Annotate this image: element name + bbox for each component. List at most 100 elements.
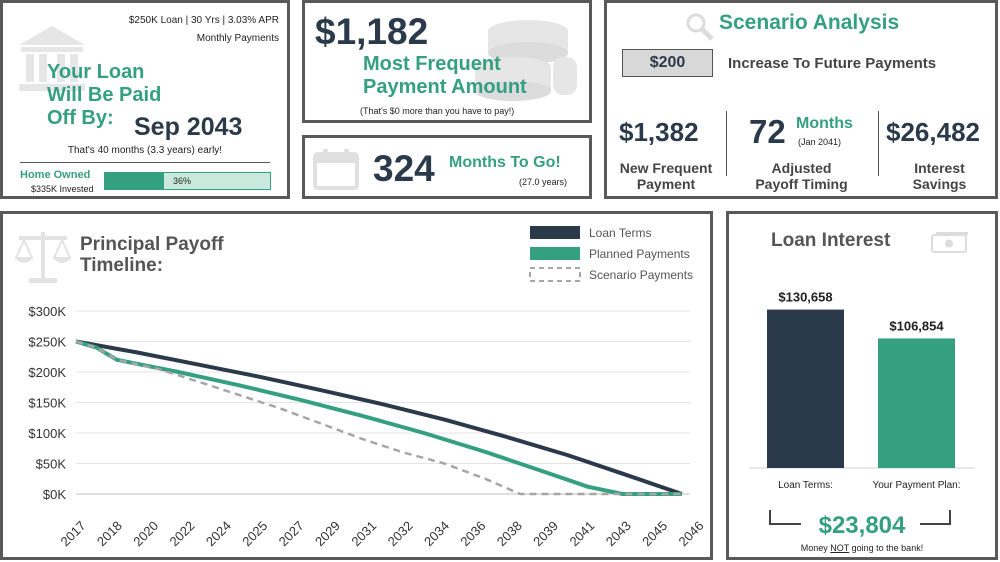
x-tick-label: 2038	[494, 518, 525, 549]
x-tick-label: 2034	[421, 518, 452, 549]
scenario-title: Scenario Analysis	[719, 11, 900, 34]
x-tick-label: 2036	[457, 518, 488, 549]
x-tick-label: 2025	[239, 518, 270, 549]
x-tick-label: 2046	[676, 518, 707, 549]
bar-category-label: Loan Terms:	[778, 480, 833, 491]
cash-icon	[931, 232, 968, 253]
y-tick-label: $100K	[28, 426, 66, 441]
legend-label: Loan Terms	[589, 226, 651, 240]
payment-increase-label: Increase To Future Payments	[728, 55, 937, 72]
bank-icon	[19, 26, 85, 91]
bar-value-label: $106,854	[889, 318, 944, 333]
series-line-scenario-payments	[75, 340, 682, 496]
x-tick-label: 2027	[276, 518, 307, 549]
interest-saved-note-pre: Money	[800, 543, 831, 553]
adjusted-date: (Jan 2041)	[798, 137, 842, 147]
interest-saved-value: $23,804	[818, 512, 906, 539]
series-line-planned-payments	[75, 339, 682, 496]
series-line-loan-terms	[75, 339, 683, 496]
x-tick-label: 2017	[58, 518, 89, 549]
payoff-date: Sep 2043	[134, 113, 243, 141]
magnifier-icon	[686, 13, 714, 41]
calendar-icon	[313, 149, 359, 190]
frequent-payment-note: (That's $0 more than you have to pay!)	[360, 106, 515, 116]
interest-savings-label-line1: Interest	[914, 160, 965, 176]
timeline-title-line2: Timeline:	[80, 255, 164, 276]
payoff-label: Your Loan Will Be Paid Off By:	[47, 61, 161, 130]
payoff-label-line1: Your Loan	[47, 61, 145, 83]
home-owned-label: Home Owned	[20, 169, 91, 181]
adjusted-label-line1: Adjusted	[771, 160, 832, 176]
new-payment-label-line2: Payment	[636, 176, 696, 192]
legend-label: Scenario Payments	[589, 268, 693, 282]
interest-saved-note: Money NOT going to the bank!	[729, 543, 995, 553]
interest-savings-label-line2: Savings	[912, 176, 967, 192]
interest-saved-note-post: going to the bank!	[849, 543, 924, 553]
x-tick-label: 2039	[530, 518, 561, 549]
home-owned-progress-fill	[105, 173, 165, 189]
timeline-title: Principal Payoff Timeline:	[80, 234, 224, 276]
scenario-analysis-panel: Scenario Analysis $200 Increase To Futur…	[604, 0, 998, 199]
x-tick-label: 2045	[639, 518, 670, 549]
payment-frequency: Monthly Payments	[196, 33, 279, 44]
y-tick-label: $300K	[28, 304, 66, 319]
payment-increase-input[interactable]: $200	[622, 49, 713, 77]
months-to-go-panel: 324 Months To Go! (27.0 years)	[302, 135, 592, 199]
payoff-line-chart: $0K $50K $100K $150K $200K $250K $300K 2017 2018…	[28, 226, 707, 549]
loan-terms-text: $250K Loan | 30 Yrs | 3.03% APR	[128, 15, 279, 26]
x-tick-label: 2022	[167, 518, 198, 549]
new-payment-value: $1,382	[619, 117, 699, 147]
legend-swatch	[530, 247, 580, 260]
legend-label: Planned Payments	[589, 247, 690, 261]
y-tick-label: $150K	[28, 396, 66, 411]
divider	[726, 111, 727, 176]
loan-interest-bar-chart: $130,658 Loan Terms: $106,854 Your Payment …	[749, 290, 975, 491]
interest-savings-value: $26,482	[886, 117, 980, 147]
x-tick-label: 2029	[312, 518, 343, 549]
adjusted-label-line2: Payoff Timing	[755, 176, 848, 192]
frequent-payment-amount: $1,182	[315, 11, 429, 52]
new-payment-label: New Frequent Payment	[610, 160, 722, 192]
months-to-go-value: 324	[373, 148, 435, 189]
x-tick-label: 2024	[203, 518, 234, 549]
timeline-title-line1: Principal Payoff	[80, 234, 224, 255]
loan-interest-title: Loan Interest	[771, 230, 891, 251]
payoff-summary-panel: $250K Loan | 30 Yrs | 3.03% APR Monthly …	[0, 0, 290, 199]
legend-swatch	[530, 226, 580, 239]
x-tick-label: 2031	[348, 518, 379, 549]
invested-amount: $335K Invested	[31, 184, 94, 194]
y-tick-label: $0K	[43, 487, 66, 502]
frequent-payment-label: Most Frequent Payment Amount	[363, 53, 527, 99]
savings-bracket	[769, 510, 951, 525]
interest-saved-note-emphasis: NOT	[830, 543, 850, 553]
y-tick-label: $200K	[28, 365, 66, 380]
new-payment-label-line1: New Frequent	[619, 160, 713, 176]
adjusted-months-value: 72	[749, 113, 786, 150]
interest-savings-label: Interest Savings	[887, 160, 992, 192]
x-tick-label: 2041	[566, 518, 597, 549]
adjusted-label: Adjusted Payoff Timing	[739, 160, 864, 192]
bar	[878, 338, 955, 468]
bar	[767, 309, 844, 468]
frequent-payment-label-line2: Payment Amount	[363, 76, 527, 98]
payoff-label-line2: Will Be Paid	[47, 84, 162, 106]
bar-value-label: $130,658	[778, 290, 832, 305]
legend-swatch	[529, 267, 581, 282]
home-owned-progress: 36%	[104, 172, 271, 190]
y-tick-label: $50K	[36, 457, 67, 472]
loan-interest-panel: Loan Interest $130,658 Loan Terms: $106,85…	[726, 211, 998, 560]
y-tick-label: $250K	[28, 335, 66, 350]
x-tick-label: 2020	[130, 518, 161, 549]
loan-info: $250K Loan | 30 Yrs | 3.03% APR Monthly …	[129, 12, 279, 48]
divider	[878, 111, 879, 176]
divider	[20, 162, 270, 163]
frequent-payment-panel: $1,182 Most Frequent Payment Amount (Tha…	[302, 0, 592, 123]
early-note: That's 40 months (3.3 years) early!	[67, 145, 223, 156]
home-owned-percent: 36%	[173, 176, 192, 186]
bar-category-label: Your Payment Plan:	[872, 480, 960, 491]
scales-icon	[14, 232, 72, 283]
x-tick-label: 2032	[385, 518, 416, 549]
frequent-payment-label-line1: Most Frequent	[363, 53, 501, 75]
x-tick-label: 2018	[94, 518, 125, 549]
payoff-label-line3: Off By:	[47, 107, 114, 129]
